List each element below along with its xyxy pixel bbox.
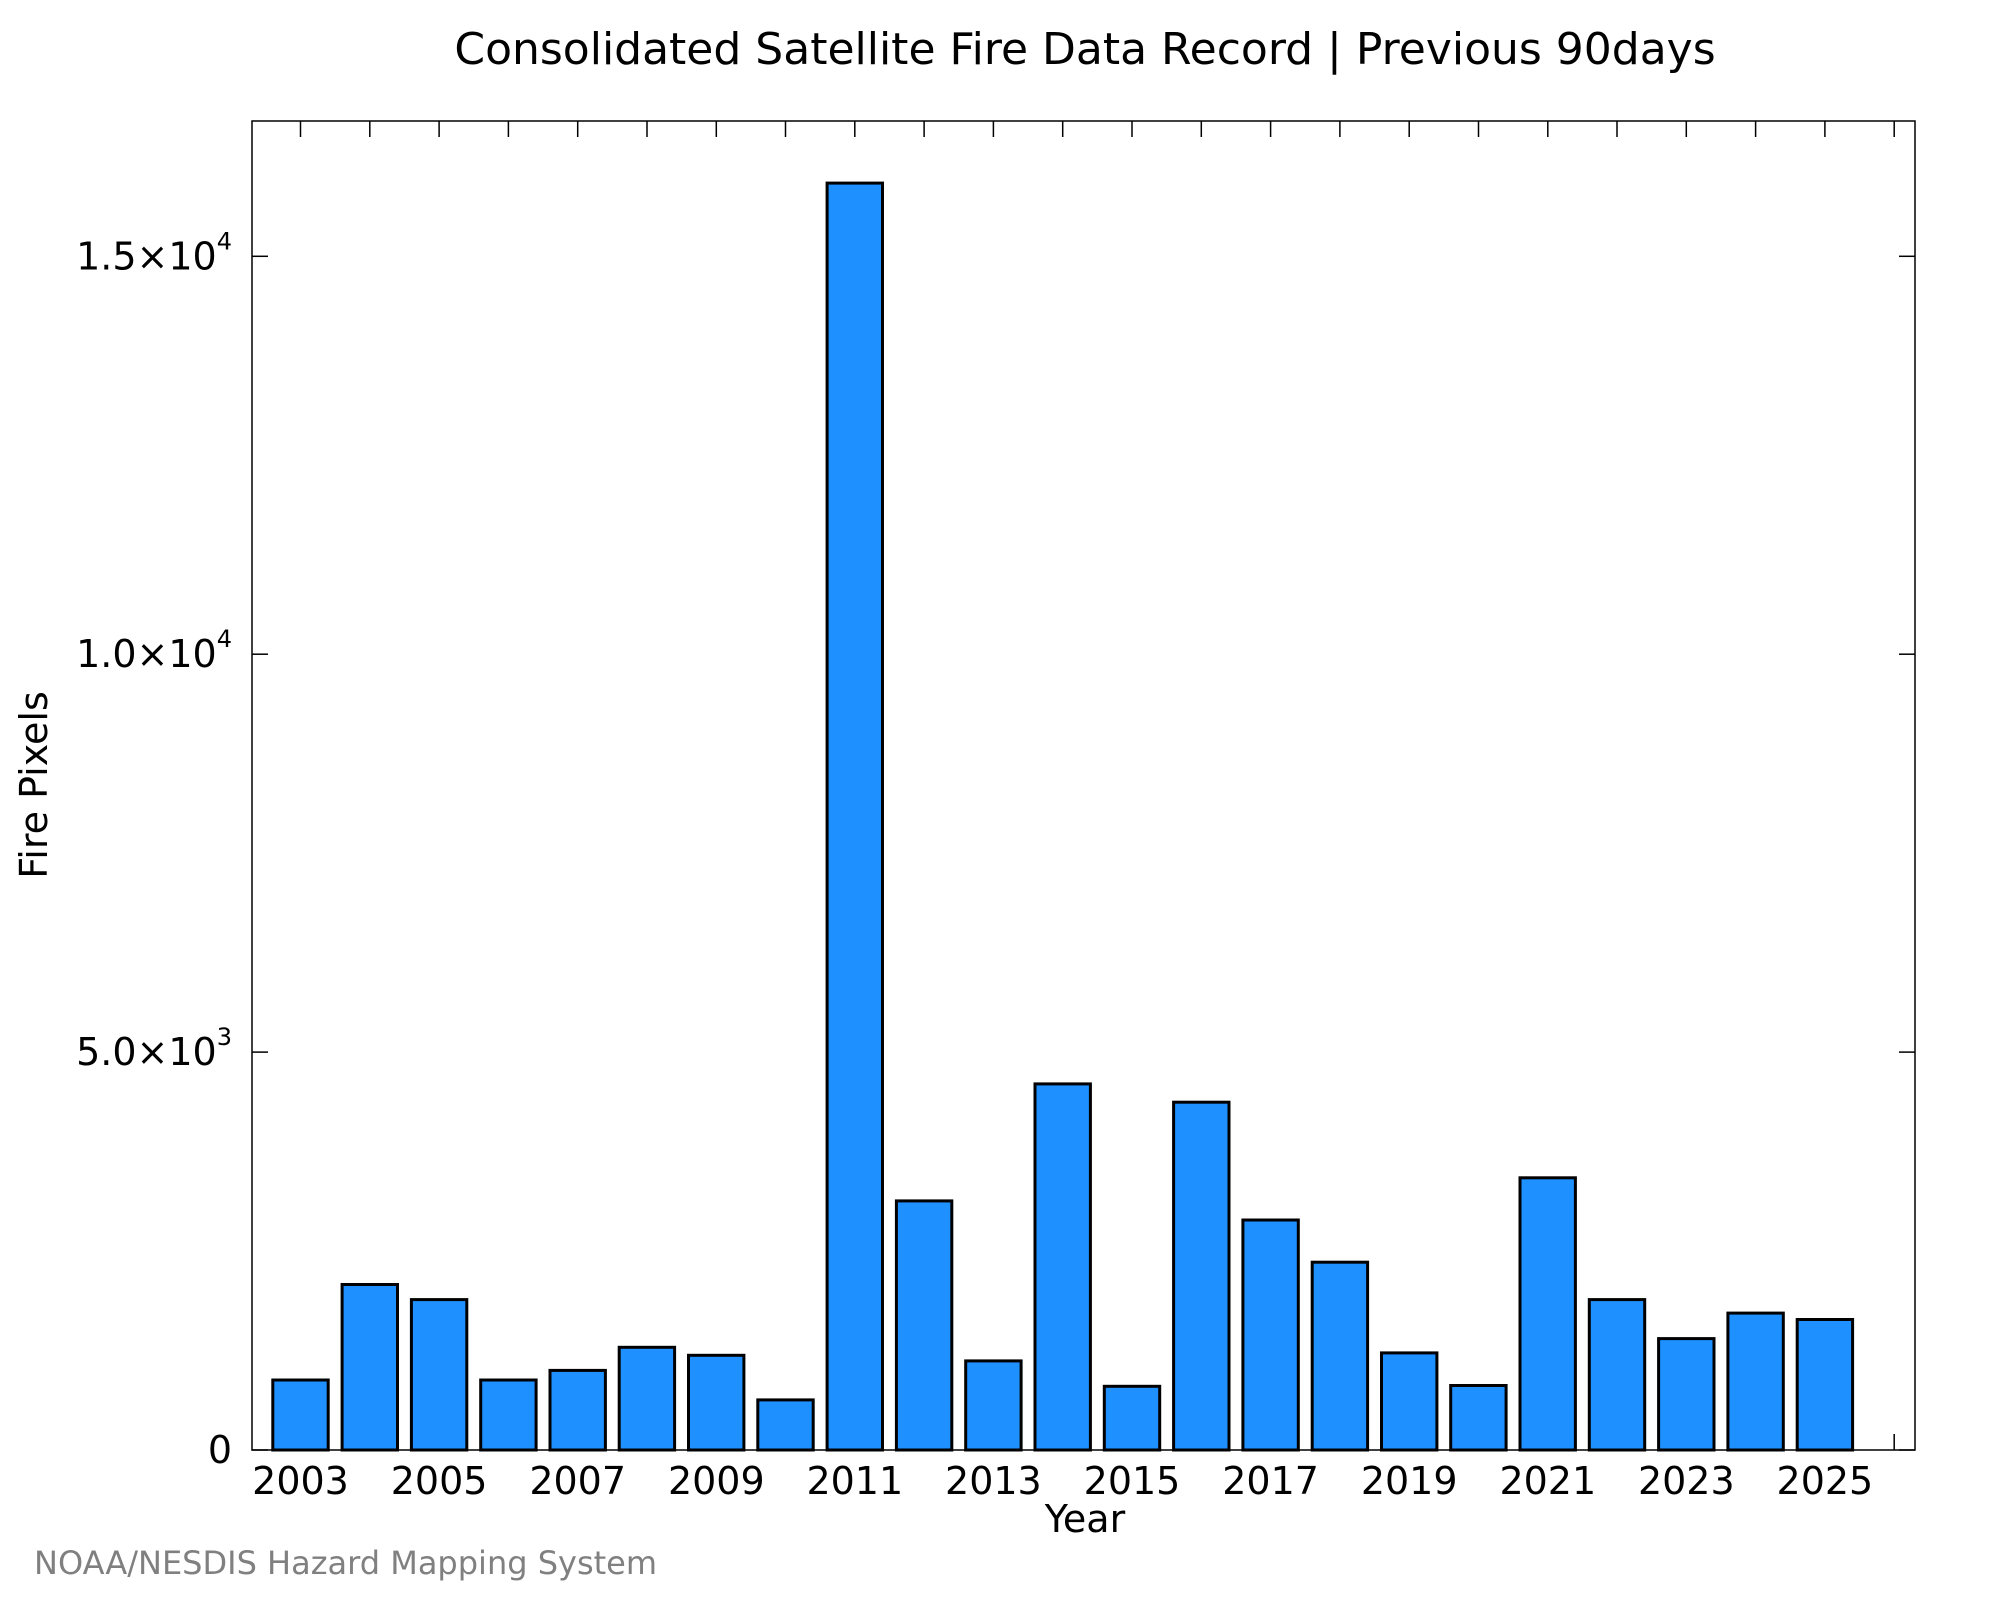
bar-2014 [1033, 1082, 1092, 1452]
y-tick-label-15000: 1.5×104 [76, 227, 232, 278]
x-tick-labels: 2003 2005 2007 2009 2011 2013 2015 2017 2019 2021… [252, 1459, 1873, 1503]
bar-2004 [340, 1283, 400, 1452]
y-tick-labels: 0 5.0×103 1.0×104 1.5×104 [76, 227, 232, 1472]
bar-2025 [1795, 1318, 1855, 1452]
credit-text: NOAA/NESDIS Hazard Mapping System [34, 1544, 657, 1582]
bars [271, 181, 1855, 1452]
bar-2017 [1241, 1218, 1300, 1452]
x-tick-label-2015: 2015 [1084, 1459, 1181, 1503]
bar-2013 [964, 1359, 1023, 1452]
bar-2020 [1449, 1384, 1508, 1452]
x-tick-label-2019: 2019 [1361, 1459, 1458, 1503]
bar-2019 [1380, 1351, 1439, 1452]
bar-2016 [1172, 1100, 1231, 1452]
x-tick-label-2021: 2021 [1499, 1459, 1596, 1503]
x-axis-label: Year [1044, 1497, 1126, 1541]
x-tick-label-2005: 2005 [391, 1459, 488, 1503]
y-tick-label-5000: 5.0×103 [76, 1023, 232, 1074]
x-tick-label-2009: 2009 [668, 1459, 765, 1503]
y-tick-label-0: 0 [208, 1428, 232, 1472]
bar-2008 [617, 1345, 677, 1452]
bar-2021 [1518, 1176, 1577, 1452]
bar-2011 [825, 181, 884, 1452]
bar-2003 [271, 1378, 330, 1452]
x-tick-label-2007: 2007 [529, 1459, 626, 1503]
bar-2005 [409, 1298, 469, 1452]
bar-2023 [1657, 1337, 1716, 1452]
bar-2024 [1726, 1311, 1785, 1452]
x-tick-label-2011: 2011 [806, 1459, 903, 1503]
y-tick-label-10000: 1.0×104 [76, 625, 232, 676]
bar-2006 [479, 1378, 538, 1452]
chart-title: Consolidated Satellite Fire Data Record … [454, 24, 1715, 75]
bar-2012 [894, 1199, 954, 1452]
x-tick-label-2023: 2023 [1638, 1459, 1735, 1503]
y-axis-label: Fire Pixels [12, 691, 56, 879]
x-tick-label-2017: 2017 [1222, 1459, 1319, 1503]
x-tick-label-2013: 2013 [945, 1459, 1042, 1503]
x-tick-label-2003: 2003 [252, 1459, 349, 1503]
bar-2009 [687, 1353, 746, 1452]
bar-2007 [548, 1368, 607, 1452]
bar-2018 [1310, 1260, 1370, 1452]
x-tick-label-2025: 2025 [1777, 1459, 1874, 1503]
bar-2022 [1587, 1298, 1647, 1452]
bar-2015 [1102, 1384, 1162, 1452]
bar-2010 [756, 1398, 815, 1452]
